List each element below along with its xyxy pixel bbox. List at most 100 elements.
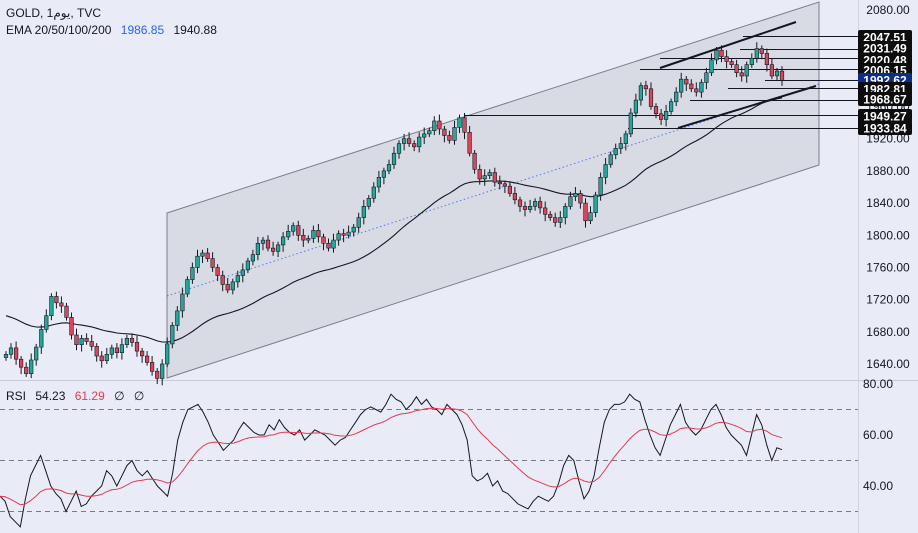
rsi-pane: 80.00 60.00 40.00 (0, 377, 893, 528)
rsi-ma-line (0, 407, 783, 506)
candle-bull (200, 252, 205, 257)
candle-bear (114, 347, 119, 353)
symbol-header: GOLD, 1يوم, TVC (6, 6, 107, 20)
candle-bull (311, 230, 316, 239)
price-tick-label: 1920.00 (866, 132, 910, 146)
candle-bear (94, 345, 99, 357)
symbol-title[interactable]: GOLD, 1يوم, TVC (6, 6, 101, 20)
candle-bull (185, 279, 190, 295)
candle-bear (694, 88, 699, 93)
price-tick-label: 1640.00 (866, 357, 910, 371)
candle-bear (74, 334, 79, 345)
price-tick-label: 1840.00 (866, 196, 910, 210)
candle-bear (492, 172, 497, 183)
candle-bear (512, 193, 517, 201)
rsi-tick-label: 40.00 (863, 479, 893, 493)
candle-bull (3, 353, 9, 358)
candle-bear (24, 366, 29, 374)
candle-bull (286, 231, 291, 238)
candle-bull (487, 172, 492, 177)
candle-bear (769, 64, 774, 77)
candle-bull (346, 231, 351, 236)
candle-bull (663, 111, 669, 120)
rsi-extra-2: ∅ (133, 389, 145, 403)
candle-bull (679, 78, 684, 93)
candle-bull (613, 148, 618, 156)
price-level-tag (858, 30, 912, 44)
wedge-lower-line (677, 85, 817, 129)
candle-bear (764, 53, 769, 66)
candle-bear (14, 347, 19, 360)
candle-bear (779, 70, 785, 81)
candle-bear (537, 201, 543, 209)
candle-bull (754, 48, 759, 59)
candle-bull (532, 201, 538, 207)
candle-bear (684, 78, 689, 85)
price-tick-label: 1800.00 (866, 228, 910, 242)
rsi-tick-label: 60.00 (863, 428, 893, 442)
candle-bull (160, 363, 165, 379)
candle-bull (280, 236, 286, 246)
candle-bear (719, 49, 724, 57)
candle-bear (507, 185, 513, 194)
candle-bull (255, 243, 261, 255)
price-tick-label: 1720.00 (866, 293, 910, 307)
candle-bull (608, 154, 613, 165)
candles-group (3, 42, 785, 386)
candle-bull (401, 138, 407, 144)
candle-bear (326, 243, 331, 249)
candle-bull (49, 296, 54, 316)
candle-bear (270, 247, 276, 252)
candle-bear (134, 341, 140, 352)
candle-bull (79, 337, 84, 345)
candle-bear (301, 235, 306, 241)
ema-label[interactable]: EMA 20/50/100/200 (6, 23, 112, 37)
candle-bear (653, 106, 659, 114)
candle-bear (220, 275, 225, 285)
candle-bull (573, 193, 578, 197)
candle-bear (643, 85, 648, 90)
ascending-channel (166, 1, 820, 379)
rsi-value: 54.23 (35, 389, 66, 403)
candle-bear (99, 355, 104, 362)
candle-bear (648, 88, 654, 107)
wedge-upper-line (659, 21, 797, 69)
candle-bear (729, 61, 734, 66)
rsi-label[interactable]: RSI (6, 389, 27, 403)
candle-bear (467, 132, 472, 154)
candle-bull (331, 239, 336, 249)
candle-bull (44, 315, 49, 330)
candle-bear (578, 193, 583, 204)
price-level-tags: 2047.512031.492020.482006.151992.621982.… (858, 30, 912, 136)
candle-bull (714, 49, 719, 61)
candle-bear (517, 199, 523, 207)
candle-bear (210, 258, 215, 268)
candle-bull (593, 194, 598, 214)
candle-bull (109, 347, 114, 355)
candle-bull (674, 91, 679, 103)
rsi-line (0, 393, 783, 528)
candle-bull (366, 198, 371, 207)
candle-bear (734, 64, 739, 73)
candle-bear (265, 239, 271, 249)
candle-bull (427, 130, 432, 135)
candle-bull (699, 82, 704, 93)
candle-bull (527, 206, 533, 210)
candle-bear (472, 152, 477, 170)
candle-bull (195, 255, 200, 268)
rsi-tick-label: 80.00 (863, 377, 893, 391)
candle-bull (396, 143, 402, 154)
price-level-tag (858, 92, 912, 106)
candle-bull (452, 127, 457, 141)
candle-bear (724, 56, 729, 62)
candle-bear (658, 113, 664, 120)
candle-bear (412, 143, 417, 148)
price-tick-label: 2080.00 (866, 3, 910, 17)
candle-bear (341, 233, 346, 236)
candle-bear (583, 202, 588, 222)
candle-bull (638, 85, 643, 101)
candle-bull (376, 177, 382, 188)
candle-bear (548, 214, 553, 218)
candle-bull (250, 254, 256, 262)
